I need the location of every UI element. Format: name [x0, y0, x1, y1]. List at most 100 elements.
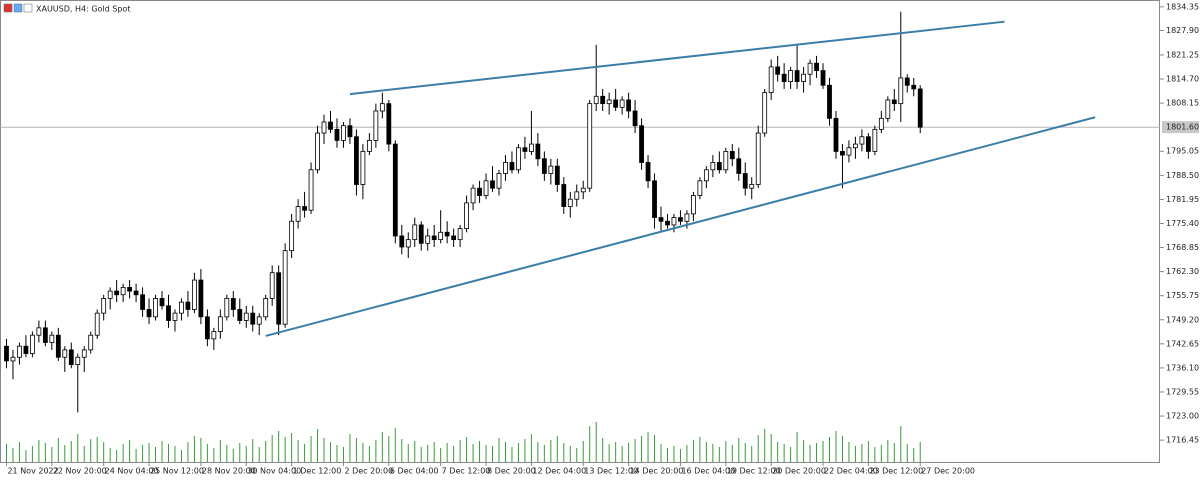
candle-body — [444, 231, 450, 237]
candle-body — [574, 191, 580, 200]
volume-bar — [861, 444, 863, 462]
candle-body — [120, 287, 126, 296]
y-tick-label: 1729.55 — [1166, 387, 1199, 396]
candle-body — [347, 125, 353, 138]
volume-bar — [679, 449, 681, 462]
volume-bar — [874, 447, 876, 462]
candle-body — [386, 103, 392, 145]
y-tick-label: 1723.00 — [1166, 412, 1199, 421]
volume-bar — [174, 446, 176, 462]
candle-body — [639, 125, 644, 163]
chart-title: XAUUSD, H4: Gold Spot — [36, 5, 130, 14]
volume-bar — [206, 444, 208, 462]
candle-body — [42, 327, 48, 343]
x-tick-label: 22 Nov 20:00 — [53, 467, 107, 476]
candle-body — [185, 301, 191, 310]
candle-body — [665, 220, 670, 226]
volume-bar — [783, 444, 785, 462]
volume-bar — [511, 447, 513, 462]
x-tick-label: 16 Dec 04:00 — [681, 467, 735, 476]
volume-bar — [342, 447, 344, 462]
volume-bar — [12, 448, 14, 462]
candle-body — [302, 206, 307, 211]
volume-bar — [116, 450, 118, 462]
volume-bar — [712, 444, 714, 462]
volume-bar — [893, 443, 895, 462]
candle-body — [658, 217, 664, 222]
volume-bar — [420, 447, 422, 462]
volume-bar — [563, 443, 565, 462]
candle-body — [600, 95, 606, 105]
x-tick-label: 27 Dec 20:00 — [921, 467, 975, 476]
candle-body — [464, 202, 469, 230]
candle-body — [101, 298, 107, 314]
candle-body — [30, 334, 35, 354]
x-tick-label: 7 Dec 12:00 — [442, 467, 491, 476]
volume-bar — [336, 445, 338, 462]
volume-bar — [725, 441, 727, 462]
volume-bar — [835, 431, 837, 462]
volume-bar — [25, 450, 27, 462]
volume-bar — [686, 445, 688, 462]
candle-body — [55, 334, 61, 358]
candle-body — [88, 334, 94, 351]
candle-body — [768, 66, 774, 94]
candle-body — [593, 95, 599, 105]
candle-body — [775, 66, 781, 75]
candle-body — [217, 316, 223, 332]
candle-body — [256, 316, 262, 325]
volume-bar — [83, 446, 85, 462]
candle-body — [23, 345, 29, 354]
candle-body — [204, 316, 210, 340]
y-tick-label: 1742.65 — [1166, 339, 1199, 348]
candle-body — [373, 110, 379, 141]
candle-body — [587, 103, 593, 189]
volume-bar — [880, 445, 882, 462]
candle-body — [801, 73, 806, 82]
y-tick-label: 1768.85 — [1166, 243, 1199, 252]
candle-body — [289, 220, 295, 252]
candle-body — [62, 349, 68, 358]
candle-body — [535, 143, 541, 160]
candle-body — [710, 162, 716, 171]
candle-body — [626, 99, 632, 112]
candle-body — [781, 73, 787, 82]
candle-body — [554, 165, 560, 185]
volume-bar — [615, 442, 617, 462]
candle-body — [159, 298, 165, 307]
volume-bar — [699, 437, 701, 462]
candle-body — [431, 235, 437, 241]
volume-bar — [304, 444, 306, 462]
candle-body — [276, 272, 282, 325]
candle-body — [308, 169, 314, 211]
candle-body — [490, 180, 495, 189]
candle-body — [911, 84, 917, 90]
candle-body — [827, 84, 832, 119]
candle-body — [703, 169, 709, 182]
volume-bar — [900, 426, 902, 462]
volume-bar — [757, 435, 759, 462]
volume-bar — [738, 438, 740, 462]
candle-body — [820, 70, 826, 86]
candle-body — [418, 224, 424, 244]
volume-bar — [427, 445, 429, 462]
candle-body — [282, 250, 288, 325]
candle-body — [179, 301, 184, 314]
volume-bar — [70, 441, 72, 462]
x-tick-label: 14 Dec 20:00 — [630, 467, 684, 476]
x-tick-label: 23 Dec 12:00 — [869, 467, 923, 476]
volume-bar — [595, 422, 597, 462]
volume-bar — [226, 445, 228, 462]
volume-bar — [381, 432, 383, 462]
candle-body — [146, 309, 152, 318]
trendline — [349, 20, 1005, 96]
volume-bar — [628, 443, 630, 462]
candle-body — [269, 272, 275, 299]
volume-bar — [479, 441, 481, 462]
candle-body — [295, 206, 301, 222]
volume-bar — [349, 434, 351, 462]
volume-bar — [718, 447, 720, 462]
candle-body — [807, 62, 813, 75]
volume-bar — [252, 439, 254, 462]
candle-body — [567, 198, 573, 207]
